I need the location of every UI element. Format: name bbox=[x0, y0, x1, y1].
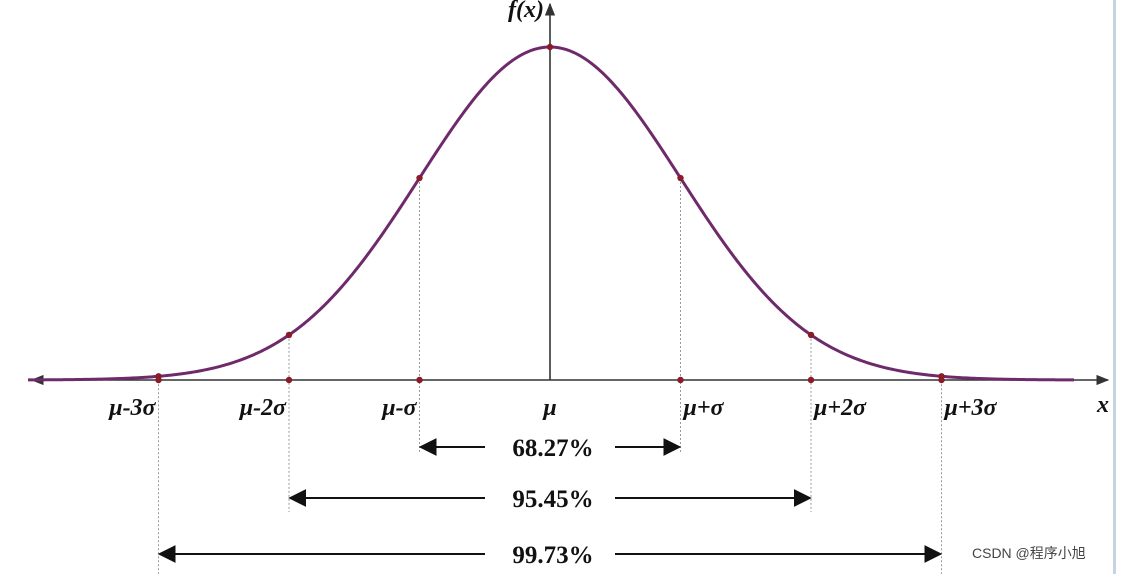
interval-percent-label: 99.73% bbox=[512, 542, 593, 569]
dashed-guide-lines bbox=[158, 178, 942, 574]
curve-points bbox=[155, 43, 945, 384]
axis-point bbox=[938, 376, 945, 384]
curve-point bbox=[285, 331, 293, 339]
bell-curve bbox=[27, 45, 1074, 382]
y-axis-label: f(x) bbox=[508, 0, 544, 23]
curve-point bbox=[546, 43, 554, 51]
axis-point bbox=[807, 376, 815, 384]
interval-arrows: 68.27% 95.45% 99.73% bbox=[157, 435, 943, 569]
x-tick-label: μ-2σ bbox=[238, 395, 287, 421]
curve-point bbox=[416, 174, 423, 182]
x-tick-label: μ+2σ bbox=[812, 395, 867, 421]
x-tick-label: μ+σ bbox=[682, 395, 725, 421]
right-edge-bar bbox=[1113, 0, 1116, 574]
x-tick-label: μ+3σ bbox=[943, 395, 998, 421]
x-tick-label: μ bbox=[541, 395, 556, 421]
x-tick-label: μ-σ bbox=[380, 395, 417, 421]
x-tick-labels: μ-3σ μ-2σ μ-σ μ μ+σ μ+2σ μ+3σ bbox=[107, 395, 997, 421]
interval-percent-label: 68.27% bbox=[512, 435, 593, 462]
curve-point bbox=[807, 331, 815, 339]
axis-point bbox=[416, 376, 423, 384]
axis-point bbox=[285, 376, 293, 384]
curve-point bbox=[677, 174, 684, 182]
axis-point bbox=[677, 376, 684, 384]
x-tick-label: μ-3σ bbox=[107, 395, 156, 421]
watermark: CSDN @程序小旭 bbox=[972, 545, 1086, 561]
axis-point bbox=[155, 376, 162, 384]
interval-percent-label: 95.45% bbox=[512, 486, 593, 513]
x-axis-label: x bbox=[1096, 392, 1109, 418]
